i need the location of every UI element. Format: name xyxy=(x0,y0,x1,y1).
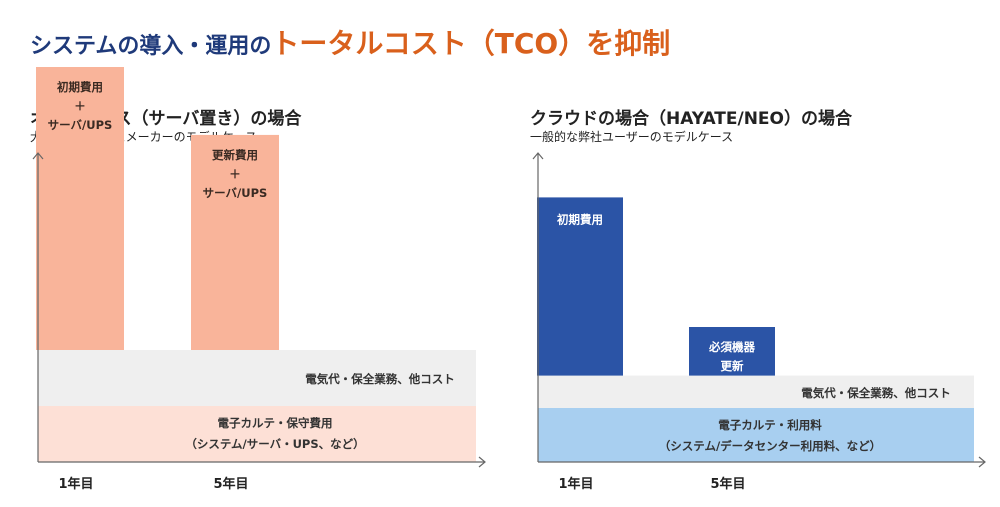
cloud-base-label: 電子カルテ・利用料 xyxy=(718,418,822,432)
headline-prefix: システムの導入・運用の xyxy=(30,34,272,59)
onprem-spike-label: サーバ/UPS xyxy=(48,118,113,132)
cloud-y-axis-arrow xyxy=(532,152,544,160)
cloud-category-label: 1年目 xyxy=(558,476,593,492)
cloud-base-detail: （システム/データセンター利用料、など） xyxy=(659,439,881,453)
onprem-spike-label: ＋ xyxy=(74,99,86,113)
cloud-spike-label: 必須機器 xyxy=(708,340,755,354)
cloud-x-axis-arrow xyxy=(978,456,986,468)
onprem-base-layer xyxy=(38,406,476,462)
onprem-spike-label: 初期費用 xyxy=(57,80,103,94)
onprem-base-detail: （システム/サーバ・UPS、など） xyxy=(185,437,364,451)
onprem-spike-label: サーバ/UPS xyxy=(203,186,268,200)
cloud-spike-bar-1 xyxy=(537,197,623,376)
cloud-running-layer xyxy=(538,375,974,408)
cloud-spike-label: 初期費用 xyxy=(557,212,603,226)
headline: システムの導入・運用のトータルコスト（TCO）を抑制 xyxy=(30,22,670,62)
onprem-spike-label: ＋ xyxy=(229,167,241,181)
cloud-running-label: 電気代・保全業務、他コスト xyxy=(801,386,951,400)
cloud-subtitle: 一般的な弊社ユーザーのモデルケース xyxy=(530,130,734,144)
headline-accent: トータルコスト（TCO）を抑制 xyxy=(271,27,671,60)
onprem-x-axis-arrow xyxy=(478,456,486,468)
onprem-spike-label: 更新費用 xyxy=(212,148,258,162)
onprem-spike-bar-1 xyxy=(36,67,124,350)
cloud-category-label: 5年目 xyxy=(710,476,745,492)
cloud-spike-label: 更新 xyxy=(721,359,744,373)
cloud-spike-bar-2 xyxy=(689,327,775,376)
cloud-title: クラウドの場合（HAYATE/NEO）の場合 xyxy=(530,109,852,129)
onprem-y-axis-arrow xyxy=(32,152,44,160)
onprem-category-label: 1年目 xyxy=(58,476,93,492)
onprem-running-label: 電気代・保全業務、他コスト xyxy=(305,372,455,386)
onprem-base-label: 電子カルテ・保守費用 xyxy=(218,416,333,430)
onprem-category-label: 5年目 xyxy=(213,476,248,492)
onprem-running-layer xyxy=(38,350,476,406)
onprem-spike-bar-2 xyxy=(191,134,279,350)
cloud-base-layer xyxy=(538,408,974,462)
